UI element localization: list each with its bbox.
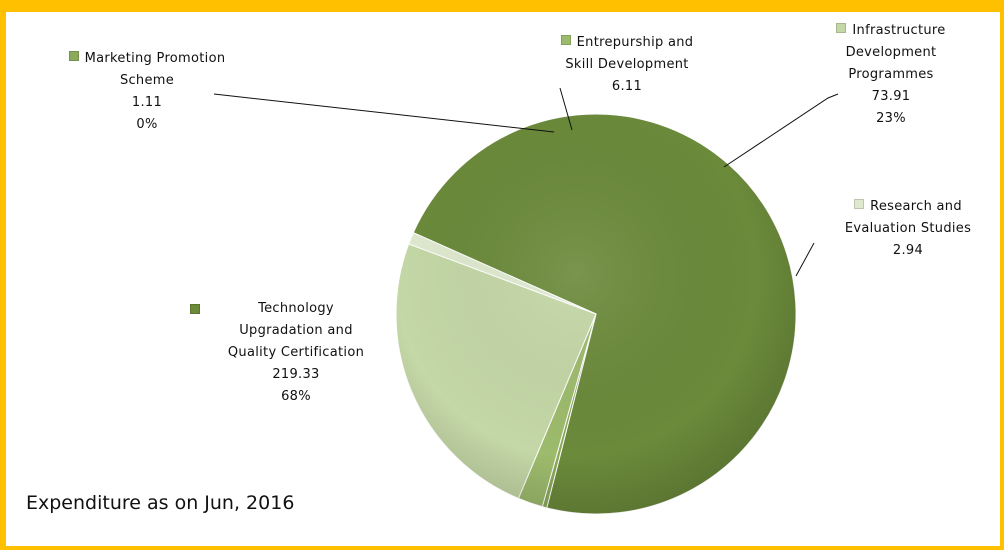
label-technology-value: 219.33 [272, 367, 320, 382]
label-research-value: 2.94 [892, 243, 924, 258]
label-marketing-line2: Scheme [119, 73, 175, 88]
label-technology: Technology Upgradation and Quality Certi… [186, 298, 406, 408]
leader-line-marketing [213, 93, 555, 133]
label-technology-line1: Technology [258, 301, 334, 316]
label-infrastructure-line2: Development [845, 45, 937, 60]
label-infrastructure-value: 73.91 [871, 89, 911, 104]
label-research: Research and Evaluation Studies 2.94 [818, 196, 998, 262]
label-entrepurship-line2: Skill Development [565, 57, 689, 72]
label-marketing-percent: 0% [136, 117, 158, 132]
label-marketing-line1: Marketing Promotion [84, 51, 226, 66]
label-entrepurship-line1: Entrepurship and [576, 35, 694, 50]
label-infrastructure-line3: Programmes [848, 67, 934, 82]
label-entrepurship-value: 6.11 [611, 79, 643, 94]
legend-swatch-entrepurship [560, 35, 571, 45]
legend-swatch-research [854, 199, 865, 209]
leader-line-research [795, 242, 815, 277]
label-entrepurship: Entrepurship and Skill Development 6.11 [532, 32, 722, 98]
label-research-line2: Evaluation Studies [844, 221, 972, 236]
label-technology-percent: 68% [281, 389, 311, 404]
legend-swatch-marketing [68, 51, 79, 61]
label-research-line1: Research and [870, 199, 962, 214]
label-infrastructure: Infrastructure Development Programmes 73… [806, 20, 976, 130]
label-infrastructure-line1: Infrastructure [852, 23, 946, 38]
label-technology-line3: Quality Certification [227, 345, 365, 360]
chart-title: Expenditure as on Jun, 2016 [26, 492, 295, 514]
label-technology-line2: Upgradation and [239, 323, 353, 338]
label-marketing-value: 1.11 [131, 95, 163, 110]
legend-swatch-technology [190, 304, 200, 314]
label-marketing-promotion: Marketing Promotion Scheme 1.11 0% [42, 48, 252, 136]
leader-line-entrepurship [559, 87, 573, 131]
legend-swatch-infrastructure [836, 23, 847, 33]
chart-frame: Marketing Promotion Scheme 1.11 0% Entre… [6, 12, 1000, 546]
leader-line-infrastructure [723, 93, 839, 168]
label-infrastructure-percent: 23% [876, 111, 906, 126]
